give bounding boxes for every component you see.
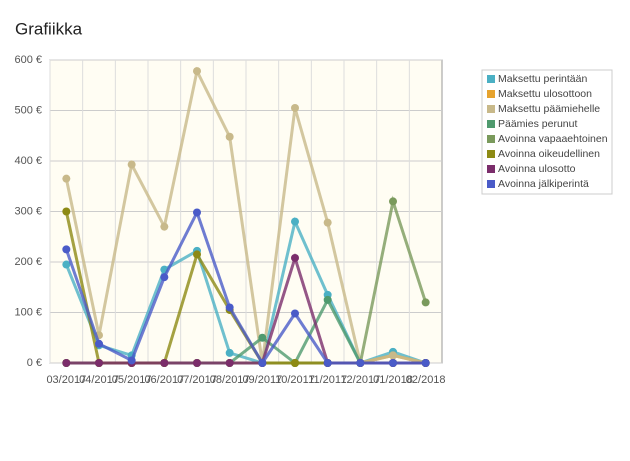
legend [481,69,613,195]
data-point [62,174,71,183]
legend-swatch [487,135,495,143]
legend-label: Avoinna vapaaehtoinen [498,133,608,145]
data-point [160,222,169,231]
data-point [323,359,332,367]
x-tick-label: 02/2018 [406,374,446,386]
data-point [389,359,397,367]
y-tick-label: 600 € [14,54,42,66]
legend-swatch [487,165,495,173]
y-tick-label: 300 € [14,205,42,217]
data-point [62,260,71,269]
data-point [95,339,103,348]
x-tick-label: 07/2017 [177,374,217,386]
data-point [225,348,234,357]
x-tick-label: 04/2017 [79,374,119,386]
legend-swatch [487,90,495,98]
x-tick-label: 05/2017 [112,374,152,386]
x-tick-label: 12/2017 [340,374,380,386]
y-tick-label: 500 € [14,104,42,116]
data-point [127,356,136,365]
legend-label: Maksettu ulosottoon [498,88,592,100]
y-tick-label: 100 € [14,306,42,318]
legend-swatch [487,105,495,113]
data-point [193,208,201,217]
data-point [160,273,169,282]
data-point [62,207,71,216]
x-tick-label: 08/2017 [210,374,250,386]
data-point [95,359,103,367]
data-point [225,303,234,312]
x-tick-label: 10/2017 [275,374,315,386]
legend-label: Maksettu perintään [498,73,587,85]
data-point [291,359,299,367]
series-line [64,208,426,366]
data-point [291,217,299,226]
data-point [193,250,201,259]
x-tick-label: 01/2018 [373,374,413,386]
x-tick-label: 09/2017 [242,374,282,386]
x-tick-label: 11/2017 [308,374,347,386]
data-point [193,359,201,367]
legend-label: Avoinna jälkiperintä [498,178,589,190]
legend-label: Avoinna ulosotto [498,163,576,175]
data-point [160,359,169,367]
data-point [258,359,267,367]
data-point [225,359,234,367]
legend-swatch [487,150,495,158]
data-point [389,351,397,360]
x-tick-label: 06/2017 [144,374,184,386]
y-tick-label: 0 € [27,357,42,369]
data-point [421,298,430,307]
data-point [127,160,136,169]
data-point [62,245,71,254]
data-point [193,67,201,76]
data-point [356,359,365,367]
data-point [225,132,234,141]
legend-swatch [487,120,495,128]
data-point [291,103,299,112]
y-tick-label: 400 € [14,155,42,167]
data-point [291,253,299,262]
data-point [323,218,332,227]
x-tick-label: 03/2017 [46,374,86,386]
legend-label: Avoinna oikeudellinen [498,148,600,160]
data-point [291,309,299,318]
data-point [62,359,71,367]
y-tick-label: 200 € [14,256,42,268]
data-point [389,197,397,206]
legend-swatch [487,180,495,188]
legend-swatch [487,75,495,83]
data-point [258,333,267,342]
data-point [323,295,332,304]
legend-label: Päämies perunut [498,118,577,130]
data-point [421,359,430,367]
chart-title: Grafiikka [15,19,83,38]
legend-label: Maksettu päämiehelle [498,103,600,115]
